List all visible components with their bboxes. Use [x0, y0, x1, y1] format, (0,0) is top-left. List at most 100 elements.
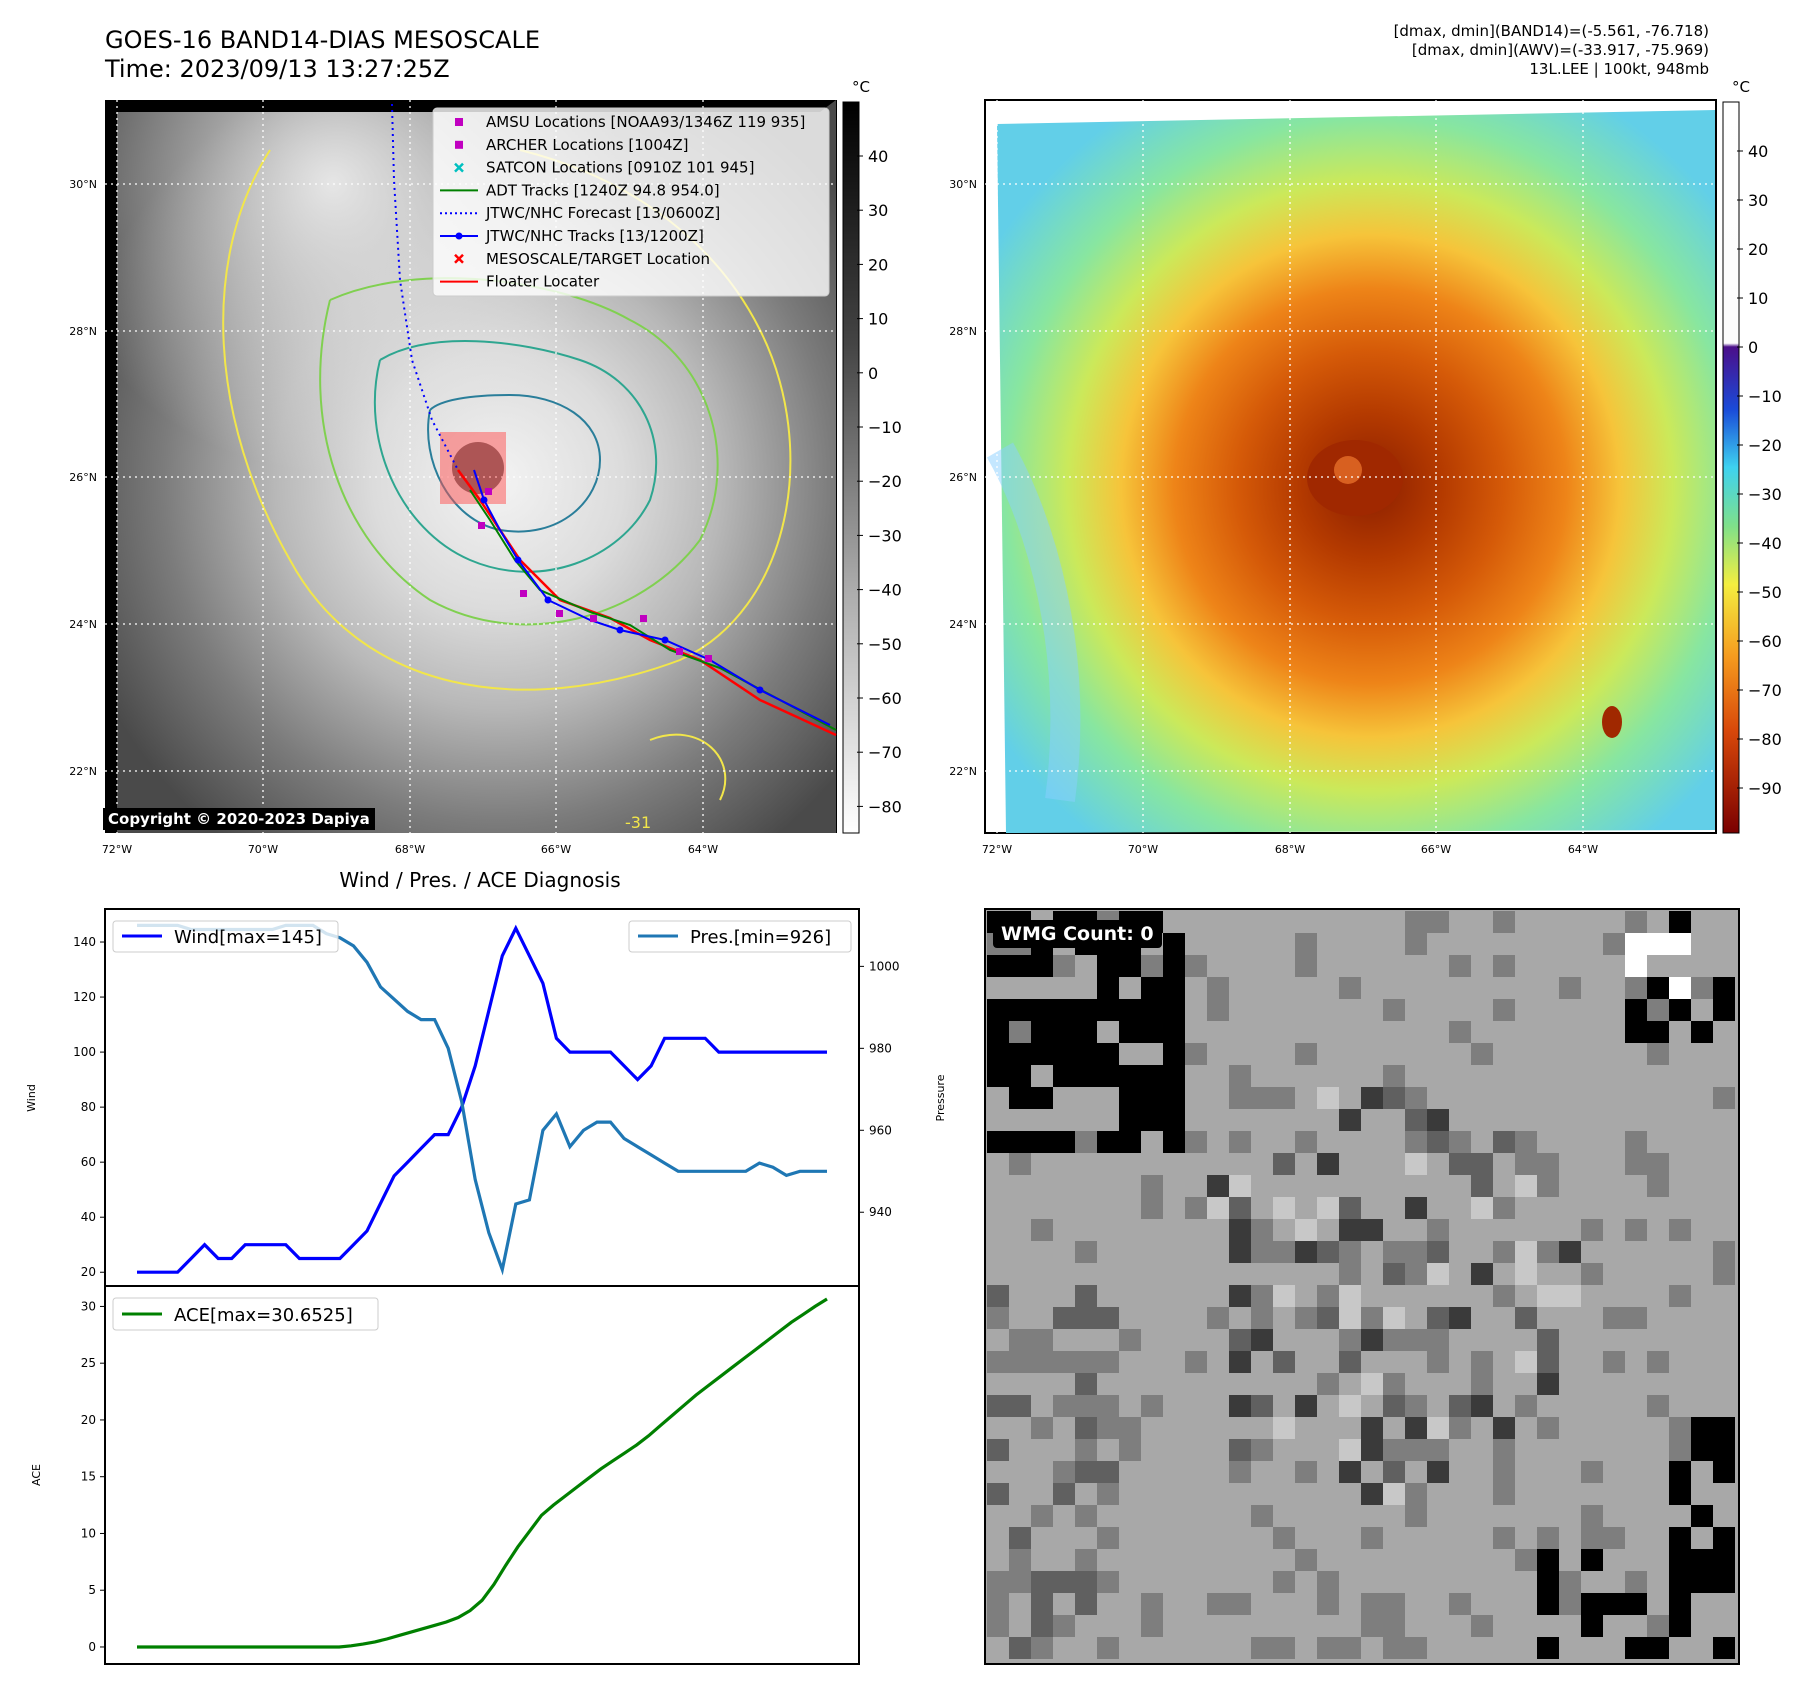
wmg-pixel — [1009, 955, 1031, 977]
wmg-pixel — [1251, 1241, 1273, 1263]
wmg-pixel — [1097, 1637, 1119, 1659]
wmg-pixel — [1053, 1307, 1075, 1329]
lat-label: 28°N — [69, 325, 97, 338]
wmg-pixel — [1075, 1351, 1097, 1373]
lat-label: 30°N — [949, 178, 977, 191]
ir-map-panel: -31 AMSU Location — [69, 100, 902, 856]
wmg-pixel — [1163, 1109, 1185, 1131]
colorbar-tick-label: −50 — [1748, 583, 1782, 602]
wmg-pixel — [1427, 1109, 1449, 1131]
lat-label: 30°N — [69, 178, 97, 191]
wmg-pixel — [1669, 1549, 1691, 1571]
wmg-pixel — [1119, 955, 1141, 977]
wmg-pixel — [1339, 1439, 1361, 1461]
wmg-pixel — [1405, 1395, 1427, 1417]
wmg-pixel — [1317, 1637, 1339, 1659]
wmg-pixel — [1493, 955, 1515, 977]
wmg-pixel — [1713, 1549, 1735, 1571]
wmg-pixel — [1273, 1087, 1295, 1109]
wmg-pixel — [1449, 1593, 1471, 1615]
legend-entry: ADT Tracks [1240Z 94.8 954.0] — [440, 181, 720, 199]
wmg-pixel — [1515, 1263, 1537, 1285]
ace-tick-label: 25 — [81, 1356, 96, 1370]
lat-label: 24°N — [69, 618, 97, 631]
wmg-pixel — [1119, 999, 1141, 1021]
colorbar-tick-label: 10 — [868, 310, 888, 329]
wmg-pixel — [1031, 999, 1053, 1021]
wmg-pixel — [1317, 1153, 1339, 1175]
awv-gridlines — [985, 100, 1716, 833]
wmg-pixel — [1119, 1065, 1141, 1087]
stats-line-1: [dmax, dmin](BAND14)=(-5.561, -76.718) — [1393, 22, 1709, 40]
wmg-pixel — [1009, 1351, 1031, 1373]
legend-entry: MESOSCALE/TARGET Location — [454, 250, 710, 268]
wmg-pixel — [1405, 1241, 1427, 1263]
wmg-pixel — [1691, 1549, 1713, 1571]
wmg-pixel — [1559, 977, 1581, 999]
wmg-pixel — [1559, 1593, 1581, 1615]
wmg-pixel — [987, 955, 1009, 977]
wmg-pixel — [1339, 1351, 1361, 1373]
map-legend — [432, 107, 830, 297]
wmg-pixel — [1229, 1131, 1251, 1153]
wmg-pixel — [1251, 1219, 1273, 1241]
wind-tick-label: 100 — [73, 1045, 96, 1059]
wmg-pixel — [1625, 1219, 1647, 1241]
wmg-pixel — [1075, 1373, 1097, 1395]
wmg-pixel — [1229, 1065, 1251, 1087]
wmg-pixel — [1405, 1131, 1427, 1153]
wmg-pixel — [1361, 1087, 1383, 1109]
pressure-y-ticks: 940 960 980 1000 — [859, 959, 900, 1219]
wmg-pixel — [1361, 1527, 1383, 1549]
wmg-pixel — [1581, 1219, 1603, 1241]
wmg-pixel — [1669, 1615, 1691, 1637]
colorbar-tick-label: 40 — [1748, 142, 1768, 161]
wmg-pixel — [1405, 1417, 1427, 1439]
wmg-pixel — [1295, 1219, 1317, 1241]
wmg-pixel — [1361, 1483, 1383, 1505]
wmg-pixel — [1273, 1285, 1295, 1307]
wmg-pixel — [1427, 1329, 1449, 1351]
colorbar-tick-label: −80 — [1748, 730, 1782, 749]
wmg-pixel — [1691, 1021, 1713, 1043]
wmg-pixel — [1471, 1043, 1493, 1065]
wmg-pixel — [1691, 1417, 1713, 1439]
colorbar-tick-label: −20 — [868, 472, 902, 491]
wind-tick-label: 80 — [81, 1100, 96, 1114]
wmg-pixel — [1625, 1021, 1647, 1043]
wmg-pixel — [1691, 1571, 1713, 1593]
wmg-pixel — [1031, 1219, 1053, 1241]
wmg-pixel — [1053, 1483, 1075, 1505]
legend-marker — [454, 253, 464, 264]
wmg-pixel — [1449, 1153, 1471, 1175]
wmg-pixel — [1427, 1439, 1449, 1461]
lat-label: 22°N — [69, 765, 97, 778]
ace-tick-label: 20 — [81, 1413, 96, 1427]
wmg-pixel — [1427, 1219, 1449, 1241]
colorbar-tick-label: 30 — [1748, 191, 1768, 210]
pressure-legend-label: Pres.[min=926] — [690, 927, 831, 948]
stats-line-2: [dmax, dmin](AWV)=(-33.917, -75.969) — [1411, 41, 1709, 59]
diagnosis-title: Wind / Pres. / ACE Diagnosis — [339, 868, 620, 892]
wmg-pixel — [1097, 1461, 1119, 1483]
wmg-pixel — [1713, 999, 1735, 1021]
wmg-pixel — [1163, 955, 1185, 977]
legend-marker — [455, 118, 463, 126]
wmg-pixel — [1537, 1549, 1559, 1571]
wmg-pixel — [1669, 1439, 1691, 1461]
wmg-pixel — [1075, 1307, 1097, 1329]
wmg-pixel — [1119, 1131, 1141, 1153]
legend-label: ADT Tracks [1240Z 94.8 954.0] — [486, 181, 720, 199]
wmg-pixel — [1405, 911, 1427, 933]
wmg-pixel — [1383, 1395, 1405, 1417]
wmg-pixel — [1625, 999, 1647, 1021]
wmg-pixel — [1273, 1571, 1295, 1593]
lon-label: 64°W — [688, 843, 718, 856]
wind-tick-label: 40 — [81, 1210, 96, 1224]
wmg-pixel — [1009, 999, 1031, 1021]
legend-label: JTWC/NHC Forecast [13/0600Z] — [485, 204, 720, 222]
wmg-pixel — [1669, 933, 1691, 955]
wmg-pixel — [1075, 1043, 1097, 1065]
title-line-1: GOES-16 BAND14-DIAS MESOSCALE — [105, 26, 541, 54]
pressure-y-label: Pressure — [934, 1074, 947, 1121]
